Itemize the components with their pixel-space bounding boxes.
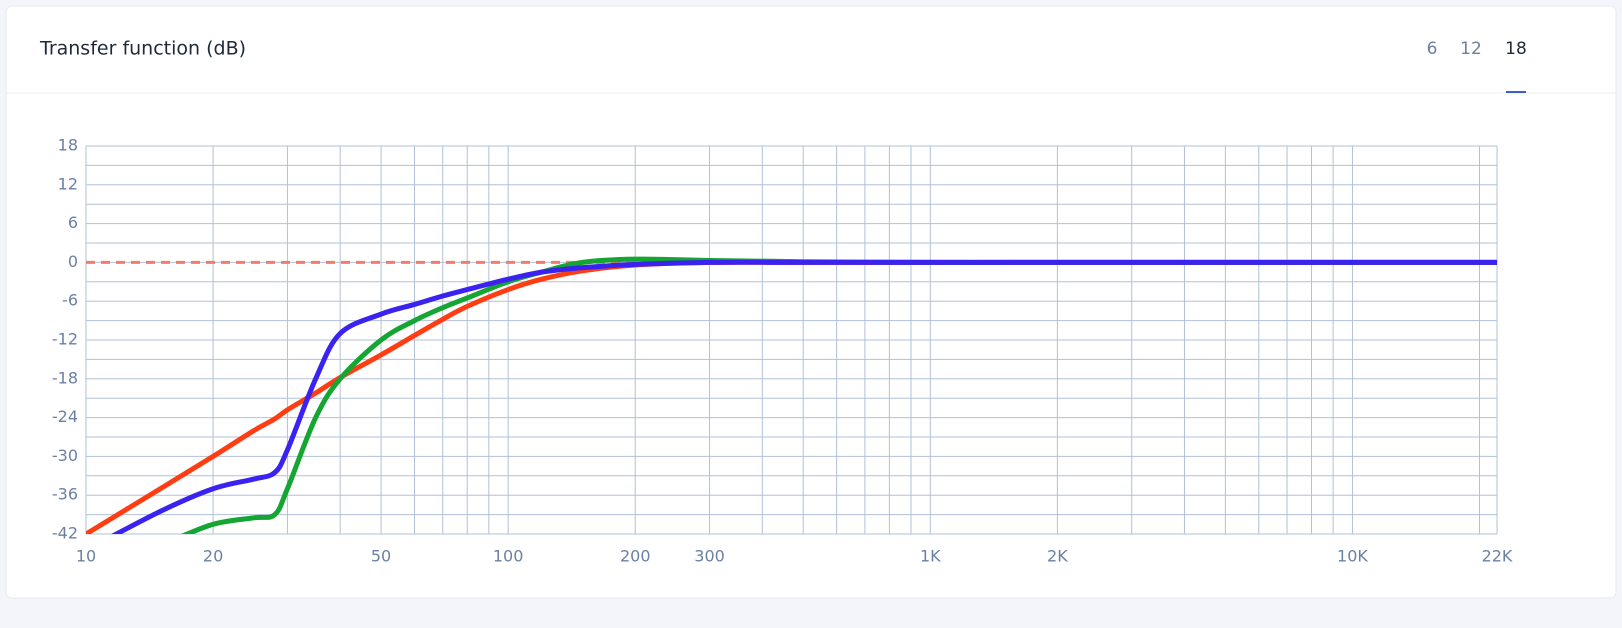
y-tick-label: -42: [52, 524, 78, 543]
y-tick-label: -36: [52, 485, 78, 504]
x-tick-label: 10: [76, 547, 96, 566]
y-tick-label: -18: [52, 368, 78, 387]
x-tick-label: 50: [371, 547, 391, 566]
plot-area: [86, 256, 1497, 534]
tab[interactable]: 6: [1427, 39, 1438, 59]
y-tick-label: -30: [52, 446, 78, 465]
tab[interactable]: 18: [1505, 39, 1527, 59]
y-tick-label: -6: [62, 291, 78, 310]
series-line: [111, 259, 1497, 534]
x-tick-label: 10K: [1337, 547, 1368, 566]
x-tick-label: 300: [694, 547, 725, 566]
title: Transfer function (dB): [39, 38, 246, 60]
x-tick-label: 2K: [1047, 547, 1068, 566]
x-tick-label: 20: [203, 547, 223, 566]
y-tick-label: 18: [58, 136, 78, 155]
y-tick-label: -12: [52, 330, 78, 349]
x-tick-label: 100: [493, 547, 524, 566]
y-tick-label: 12: [58, 174, 78, 193]
x-tick-label: 200: [620, 547, 651, 566]
card: [5, 5, 1617, 599]
y-tick-label: -24: [52, 407, 78, 426]
x-tick-label: 1K: [920, 547, 941, 566]
tabs: 6 12 18: [1427, 39, 1527, 93]
x-tick-label: 22K: [1482, 547, 1513, 566]
y-tick-label: 0: [68, 252, 78, 271]
tab[interactable]: 12: [1460, 39, 1482, 59]
y-tick-label: 6: [68, 213, 78, 232]
